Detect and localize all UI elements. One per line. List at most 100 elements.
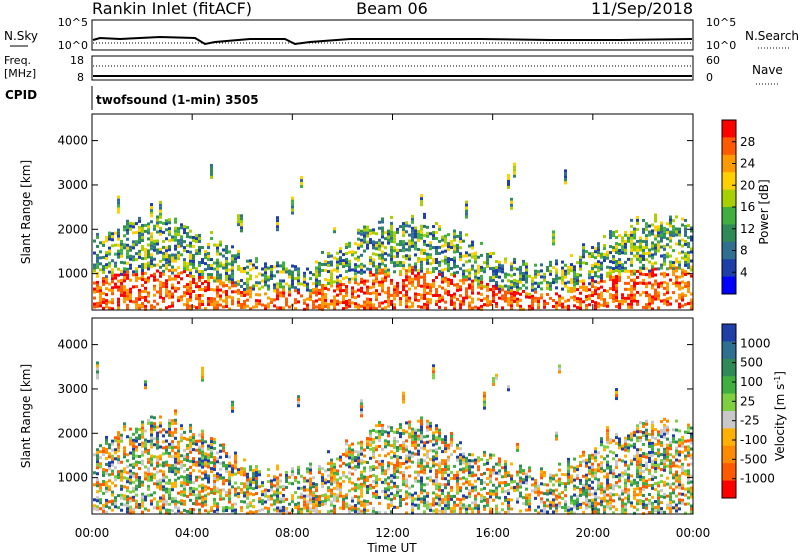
velocity-echo-cell: [591, 465, 594, 469]
power-echo-cell: [669, 245, 672, 249]
power-echo-cell: [513, 266, 516, 270]
power-echo-cell: [495, 293, 498, 297]
velocity-echo-cell: [219, 491, 222, 495]
power-echo-cell: [126, 219, 129, 223]
velocity-echo-cell: [396, 431, 399, 435]
velocity-echo-cell: [348, 450, 351, 454]
power-echo-cell: [672, 231, 675, 235]
velocity-echo-cell: [111, 493, 114, 497]
velocity-echo-cell: [594, 477, 597, 481]
power-echo-cell: [180, 295, 183, 299]
power-echo-cell: [204, 256, 207, 260]
power-echo-cell: [468, 286, 471, 290]
velocity-echo-cell: [534, 484, 537, 488]
velocity-echo-cell: [432, 455, 435, 459]
power-echo-cell: [387, 235, 390, 239]
velocity-echo-cell: [111, 454, 114, 458]
velocity-echo-cell: [375, 478, 378, 482]
power-echo-cell: [276, 261, 279, 265]
velocity-echo-cell: [201, 498, 204, 502]
power-echo-cell: [654, 291, 657, 295]
velocity-echo-cell: [384, 481, 387, 485]
velocity-echo-cell: [432, 437, 435, 441]
power-echo-cell: [315, 305, 318, 309]
velocity-echo-cell: [405, 496, 408, 500]
velocity-echo-cell: [309, 480, 312, 484]
velocity-echo-cell: [399, 444, 402, 448]
power-echo-cell: [225, 305, 228, 309]
velocity-echo-cell: [441, 438, 444, 442]
power-echo-cell: [96, 286, 99, 290]
velocity-echo-cell: [126, 501, 129, 505]
power-echo-cell: [651, 265, 654, 269]
velocity-echo-cell: [285, 509, 288, 513]
velocity-echo-cell: [357, 459, 360, 463]
power-echo-cell: [264, 274, 267, 278]
velocity-echo-cell: [177, 500, 180, 504]
velocity-echo-cell: [201, 378, 204, 382]
power-echo-cell: [459, 294, 462, 298]
power-echo-cell: [663, 256, 666, 260]
power-echo-cell: [564, 263, 567, 267]
power-echo-cell: [144, 304, 147, 308]
velocity-echo-cell: [264, 506, 267, 510]
velocity-echo-cell: [414, 437, 417, 441]
velocity-echo-cell: [219, 461, 222, 465]
power-echo-cell: [651, 286, 654, 290]
velocity-echo-cell: [252, 481, 255, 485]
power-echo-cell: [234, 290, 237, 294]
velocity-echo-cell: [180, 511, 183, 515]
power-echo-cell: [168, 233, 171, 237]
velocity-echo-cell: [339, 455, 342, 459]
power-echo-cell: [645, 237, 648, 241]
power-echo-cell: [651, 268, 654, 272]
velocity-echo-cell: [603, 511, 606, 515]
power-echo-cell: [93, 266, 96, 270]
velocity-echo-cell: [585, 500, 588, 504]
power-echo-cell: [351, 250, 354, 254]
power-echo-cell: [606, 304, 609, 308]
power-echo-cell: [315, 281, 318, 285]
velocity-echo-cell: [459, 462, 462, 466]
velocity-echo-cell: [159, 463, 162, 467]
power-echo-cell: [291, 199, 294, 203]
velocity-echo-cell: [504, 480, 507, 484]
velocity-echo-cell: [111, 481, 114, 485]
power-echo-cell: [453, 232, 456, 236]
power-echo-cell: [369, 274, 372, 278]
power-echo-cell: [660, 230, 663, 234]
velocity-echo-cell: [204, 458, 207, 462]
velocity-echo-cell: [387, 485, 390, 489]
velocity-echo-cell: [168, 502, 171, 506]
velocity-echo-cell: [234, 490, 237, 494]
power-echo-cell: [264, 283, 267, 287]
power-echo-cell: [549, 269, 552, 273]
velocity-echo-cell: [150, 478, 153, 482]
velocity-echo-cell: [189, 438, 192, 442]
power-echo-cell: [363, 306, 366, 310]
power-echo-cell: [660, 245, 663, 249]
power-echo-cell: [606, 256, 609, 260]
velocity-echo-cell: [111, 442, 114, 446]
velocity-echo-cell: [525, 496, 528, 500]
velocity-echo-cell: [468, 489, 471, 493]
power-echo-cell: [672, 282, 675, 286]
power-echo-cell: [231, 278, 234, 282]
power-echo-cell: [468, 295, 471, 299]
velocity-echo-cell: [564, 494, 567, 498]
velocity-echo-cell: [132, 465, 135, 469]
velocity-echo-cell: [132, 510, 135, 514]
power-echo-cell: [603, 259, 606, 263]
power-echo-cell: [126, 246, 129, 250]
velocity-echo-cell: [474, 461, 477, 465]
velocity-echo-cell: [504, 474, 507, 478]
velocity-echo-cell: [369, 432, 372, 436]
power-echo-cell: [255, 260, 258, 264]
power-echo-cell: [180, 226, 183, 230]
power-echo-cell: [438, 305, 441, 309]
power-echo-cell: [657, 234, 660, 238]
velocity-echo-cell: [282, 505, 285, 509]
power-echo-cell: [600, 252, 603, 256]
velocity-echo-cell: [426, 422, 429, 426]
power-echo-cell: [177, 233, 180, 237]
